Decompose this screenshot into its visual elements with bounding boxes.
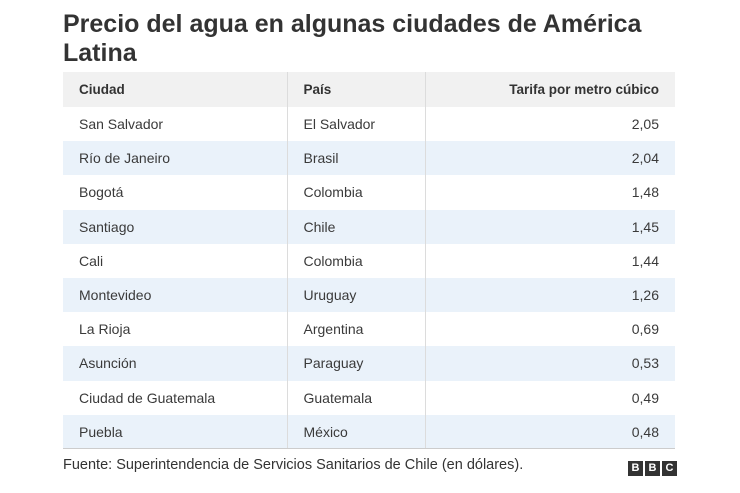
country-cell: Brasil [287, 141, 426, 176]
country-cell: Guatemala [287, 380, 426, 415]
country-cell: Colombia [287, 243, 426, 278]
rate-cell: 0,69 [425, 312, 675, 347]
column-header-ciudad: Ciudad [63, 72, 288, 107]
table-row: Cali Colombia 1,44 [63, 243, 675, 278]
rate-cell: 0,53 [425, 346, 675, 381]
rate-cell: 1,48 [425, 175, 675, 210]
table-row: San Salvador El Salvador 2,05 [63, 107, 675, 142]
city-cell: Ciudad de Guatemala [63, 380, 288, 415]
rate-cell: 0,49 [425, 380, 675, 415]
city-cell: Santiago [63, 209, 288, 244]
city-cell: Asunción [63, 346, 288, 381]
country-cell: Paraguay [287, 346, 426, 381]
table-body: San Salvador El Salvador 2,05 Río de Janeir… [63, 107, 675, 450]
city-cell: Puebla [63, 414, 288, 450]
table-header-row: Ciudad País Tarifa por metro cúbico [63, 72, 675, 107]
city-cell: Montevideo [63, 277, 288, 313]
column-header-tarifa: Tarifa por metro cúbico [425, 72, 675, 107]
table-row: Asunción Paraguay 0,53 [63, 346, 675, 381]
city-cell: La Rioja [63, 312, 288, 347]
bbc-logo: B B C [628, 461, 677, 476]
table-row: La Rioja Argentina 0,69 [63, 312, 675, 347]
city-cell: Río de Janeiro [63, 141, 288, 176]
country-cell: México [287, 414, 426, 450]
column-header-pais: País [287, 72, 426, 107]
rate-cell: 2,04 [425, 141, 675, 176]
city-cell: Cali [63, 243, 288, 278]
city-cell: Bogotá [63, 175, 288, 210]
table-row: Río de Janeiro Brasil 2,04 [63, 141, 675, 176]
source-note: Fuente: Superintendencia de Servicios Sa… [63, 457, 524, 473]
rate-cell: 1,45 [425, 209, 675, 244]
table-row: Montevideo Uruguay 1,26 [63, 277, 675, 313]
table-row: Ciudad de Guatemala Guatemala 0,49 [63, 380, 675, 415]
table-row: Puebla México 0,48 [63, 414, 675, 450]
bbc-logo-letter: C [662, 461, 677, 476]
country-cell: Uruguay [287, 277, 426, 313]
bbc-logo-letter: B [645, 461, 660, 476]
bbc-logo-letter: B [628, 461, 643, 476]
city-cell: San Salvador [63, 107, 288, 142]
country-cell: Chile [287, 209, 426, 244]
rate-cell: 0,48 [425, 414, 675, 450]
rate-cell: 1,44 [425, 243, 675, 278]
table-row: Santiago Chile 1,45 [63, 209, 675, 244]
rate-cell: 1,26 [425, 277, 675, 313]
table-row: Bogotá Colombia 1,48 [63, 175, 675, 210]
country-cell: El Salvador [287, 107, 426, 142]
chart-title: Precio del agua en algunas ciudades de A… [63, 10, 642, 67]
water-price-table: Ciudad País Tarifa por metro cúbico San … [63, 72, 675, 450]
country-cell: Colombia [287, 175, 426, 210]
rate-cell: 2,05 [425, 107, 675, 142]
country-cell: Argentina [287, 312, 426, 347]
